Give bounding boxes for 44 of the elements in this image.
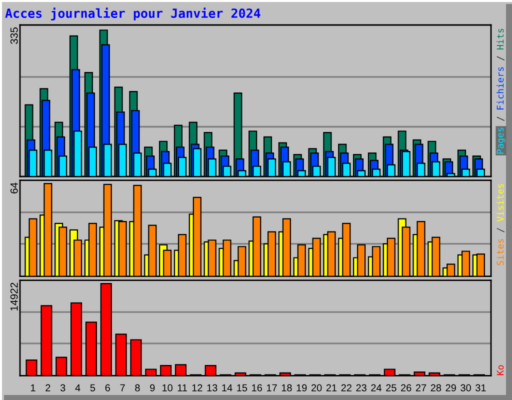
x-tick-label: 16 (252, 384, 262, 392)
x-tick-label: 18 (282, 384, 292, 392)
text: 335 (10, 27, 18, 44)
x-tick-label: 31 (476, 384, 486, 392)
text: Pages (496, 128, 506, 154)
x-tick-label: 8 (135, 384, 140, 392)
x-tick-label: 17 (266, 384, 277, 392)
x-tick-label: 15 (237, 384, 248, 392)
x-tick-label: 13 (207, 384, 218, 392)
x-tick-label: 25 (386, 384, 396, 392)
x-tick-label: 12 (192, 384, 202, 392)
x-tick-label: 26 (401, 384, 412, 392)
text: / (496, 116, 504, 122)
chart-title: Acces journalier pour Janvier 2024 (5, 8, 260, 20)
x-tick-label: 11 (178, 384, 187, 392)
x-tick-label: 24 (371, 384, 382, 392)
text: 64 (10, 182, 18, 194)
x-tick-label: 19 (296, 384, 307, 392)
x-tick-label: 14 (222, 384, 232, 392)
x-tick-label: 4 (75, 384, 80, 392)
text: / (496, 56, 504, 61)
x-tick-label: 1 (30, 384, 36, 392)
x-tick-label: 23 (356, 384, 366, 392)
text: Sites (496, 239, 504, 266)
x-tick-label: 7 (120, 384, 125, 392)
x-tick-label: 22 (341, 384, 352, 392)
x-tick-label: 3 (60, 384, 66, 392)
x-tick-label: 10 (162, 384, 172, 392)
x-tick-label: 6 (105, 384, 110, 392)
text: 14922 (10, 282, 18, 310)
text: Fichiers (496, 67, 504, 110)
x-tick-label: 2 (46, 384, 50, 392)
text: Ko (496, 365, 504, 376)
x-tick-label: 29 (446, 384, 456, 392)
x-tick-label: 27 (416, 384, 426, 392)
text: / (496, 228, 504, 232)
x-tick-label: 20 (311, 384, 322, 392)
text: Hits (496, 28, 504, 50)
x-tick-label: 5 (90, 384, 96, 392)
text: Visites (496, 184, 504, 222)
x-tick-label: 9 (150, 384, 155, 392)
x-tick-label: 30 (460, 384, 471, 392)
x-tick-label: 28 (430, 384, 442, 392)
x-tick-label: 21 (326, 384, 337, 392)
